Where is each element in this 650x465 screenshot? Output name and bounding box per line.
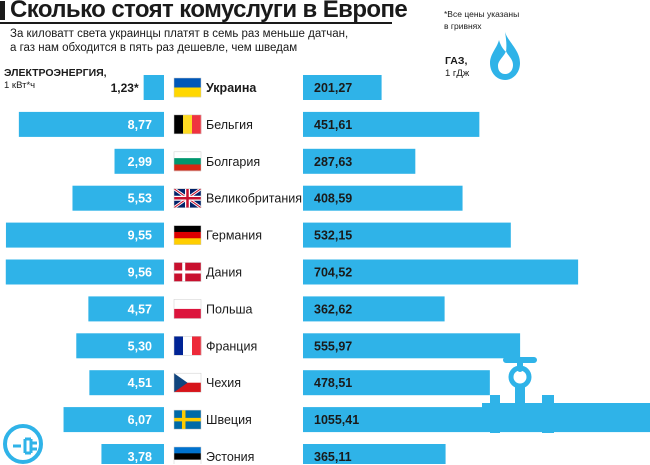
electricity-value: 5,30 bbox=[128, 339, 152, 353]
electricity-value: 2,99 bbox=[128, 155, 152, 169]
gas-bar bbox=[303, 444, 446, 464]
title-accent bbox=[0, 1, 5, 20]
gas-bar bbox=[303, 75, 382, 100]
country-label: Германия bbox=[206, 229, 262, 243]
electricity-value: 5,53 bbox=[128, 192, 152, 206]
electricity-value: 3,78 bbox=[128, 450, 152, 464]
electricity-axis-label: ЭЛЕКТРОЭНЕРГИЯ, bbox=[4, 67, 107, 79]
country-flag-icon bbox=[173, 299, 202, 319]
electricity-bar bbox=[143, 75, 164, 100]
country-flag-icon bbox=[173, 262, 202, 282]
gas-bar bbox=[303, 148, 416, 174]
gas-axis-unit: 1 гДж bbox=[445, 68, 470, 79]
country-label: Дания bbox=[206, 266, 242, 280]
country-label: Франция bbox=[206, 339, 257, 353]
gas-bar bbox=[303, 222, 511, 248]
gas-value: 362,62 bbox=[314, 302, 352, 316]
price-note-line-1: *Все цены указаны bbox=[444, 9, 520, 19]
country-flag-icon bbox=[173, 446, 202, 464]
country-label: Украина bbox=[206, 81, 257, 95]
pipe-icon bbox=[482, 357, 650, 433]
country-flag-icon bbox=[173, 409, 202, 430]
gas-value: 451,61 bbox=[314, 118, 352, 132]
electricity-bar bbox=[18, 111, 164, 137]
country-flag-icon bbox=[173, 372, 202, 393]
electricity-bar bbox=[5, 259, 165, 285]
gas-value: 704,52 bbox=[314, 266, 352, 280]
electricity-bar bbox=[89, 370, 164, 396]
plug-icon bbox=[3, 424, 43, 464]
gas-value: 201,27 bbox=[314, 81, 352, 95]
gas-bar bbox=[303, 333, 521, 359]
electricity-value: 6,07 bbox=[128, 413, 152, 427]
country-flag-icon bbox=[173, 225, 202, 245]
gas-bar bbox=[303, 296, 445, 322]
country-label: Великобритания bbox=[206, 192, 302, 206]
gas-bar bbox=[303, 259, 579, 285]
subtitle-line-2: а газ нам обходится в пять раз дешевле, … bbox=[10, 42, 298, 54]
country-label: Бельгия bbox=[206, 118, 253, 132]
country-label: Швеция bbox=[206, 413, 252, 427]
country-label: Болгария bbox=[206, 155, 260, 169]
gas-flame-icon bbox=[490, 32, 520, 80]
page-title: Сколько стоят комуслуги в Европе bbox=[10, 0, 408, 23]
electricity-bar bbox=[5, 222, 165, 248]
electricity-bar bbox=[114, 148, 164, 174]
gas-value: 555,97 bbox=[314, 339, 352, 353]
price-note-line-2: в гривнях bbox=[444, 21, 482, 31]
gas-value: 287,63 bbox=[314, 155, 352, 169]
subtitle: За киловатт света украинцы платят в семь… bbox=[10, 27, 390, 55]
country-label: Польша bbox=[206, 302, 252, 316]
electricity-bar bbox=[88, 296, 164, 322]
title-bar: Сколько стоят комуслуги в Европе bbox=[0, 0, 408, 24]
gas-value: 478,51 bbox=[314, 376, 352, 390]
electricity-bar bbox=[63, 407, 164, 433]
electricity-value: 4,57 bbox=[128, 302, 152, 316]
gas-bar bbox=[303, 370, 490, 396]
country-flag-icon bbox=[173, 77, 202, 98]
country-flag-icon bbox=[173, 336, 202, 356]
country-label: Чехия bbox=[206, 376, 241, 390]
gas-value: 365,11 bbox=[314, 450, 352, 464]
gas-axis-label: ГАЗ, bbox=[445, 55, 468, 67]
electricity-value: 8,77 bbox=[128, 118, 152, 132]
electricity-value: 9,56 bbox=[128, 266, 152, 280]
gas-value: 532,15 bbox=[314, 229, 352, 243]
country-flag-icon bbox=[173, 187, 202, 209]
electricity-value: 4,51 bbox=[128, 376, 152, 390]
electricity-bar bbox=[101, 444, 164, 464]
electricity-bar bbox=[72, 185, 164, 211]
price-note: *Все цены указаны в гривнях bbox=[444, 8, 534, 32]
gas-value: 1055,41 bbox=[314, 413, 359, 427]
country-label: Эстония bbox=[206, 450, 254, 464]
country-flag-icon bbox=[173, 114, 202, 135]
electricity-value: 1,23* bbox=[111, 81, 139, 95]
electricity-axis-unit: 1 кВт*ч bbox=[4, 80, 36, 91]
gas-bar bbox=[303, 111, 480, 137]
gas-value: 408,59 bbox=[314, 192, 352, 206]
electricity-bar bbox=[76, 333, 164, 359]
subtitle-line-1: За киловатт света украинцы платят в семь… bbox=[10, 28, 349, 40]
gas-bar bbox=[303, 185, 463, 211]
country-flag-icon bbox=[173, 151, 202, 172]
electricity-value: 9,55 bbox=[128, 229, 152, 243]
